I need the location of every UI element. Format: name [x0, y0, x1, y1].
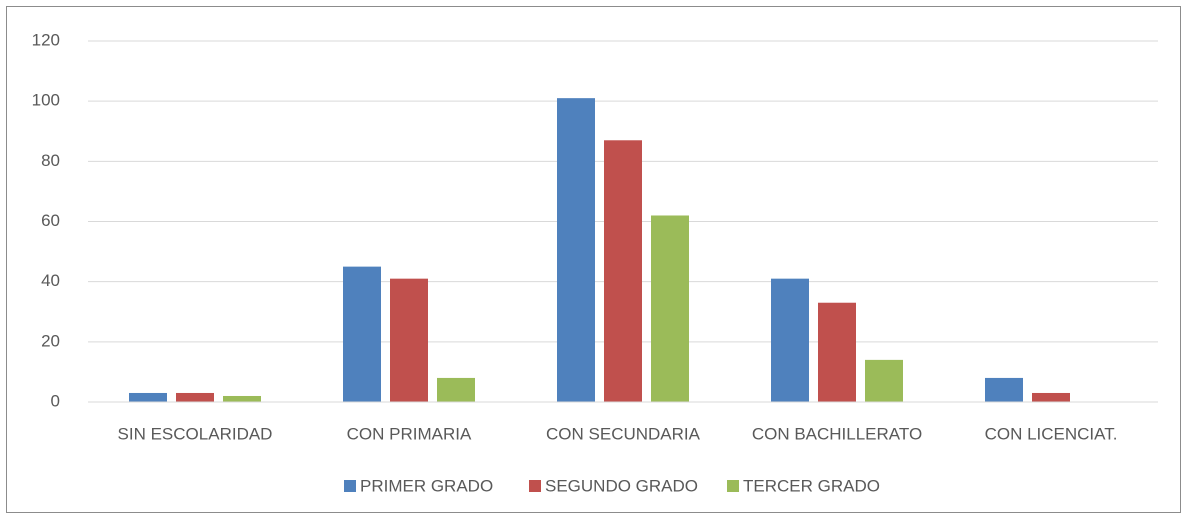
legend-swatch — [529, 480, 541, 492]
y-tick-label: 20 — [41, 331, 60, 350]
bar — [557, 98, 595, 403]
bar — [437, 377, 475, 402]
legend-swatch — [344, 480, 356, 492]
legend-label: PRIMER GRADO — [360, 476, 493, 495]
y-tick-label: 60 — [41, 211, 60, 230]
bar — [129, 392, 167, 402]
x-tick-label: CON BACHILLERATO — [752, 424, 922, 443]
bar — [343, 266, 381, 402]
legend-label: TERCER GRADO — [743, 476, 880, 495]
bar — [865, 359, 903, 402]
y-tick-label: 40 — [41, 271, 60, 290]
bar — [223, 395, 261, 402]
y-tick-label: 80 — [41, 151, 60, 170]
y-tick-label: 120 — [32, 30, 60, 49]
legend-label: SEGUNDO GRADO — [545, 476, 698, 495]
x-tick-label: SIN ESCOLARIDAD — [118, 424, 273, 443]
y-tick-label: 100 — [32, 91, 60, 110]
x-tick-label: CON PRIMARIA — [347, 424, 472, 443]
bar — [604, 140, 642, 402]
y-tick-label: 0 — [51, 391, 60, 410]
bar — [771, 278, 809, 402]
x-tick-label: CON LICENCIAT. — [985, 424, 1118, 443]
bar — [651, 215, 689, 402]
bar — [176, 392, 214, 402]
bar — [985, 377, 1023, 402]
bar — [1032, 392, 1070, 402]
bar — [818, 302, 856, 402]
legend-swatch — [727, 480, 739, 492]
bar — [390, 278, 428, 402]
x-tick-label: CON SECUNDARIA — [546, 424, 701, 443]
